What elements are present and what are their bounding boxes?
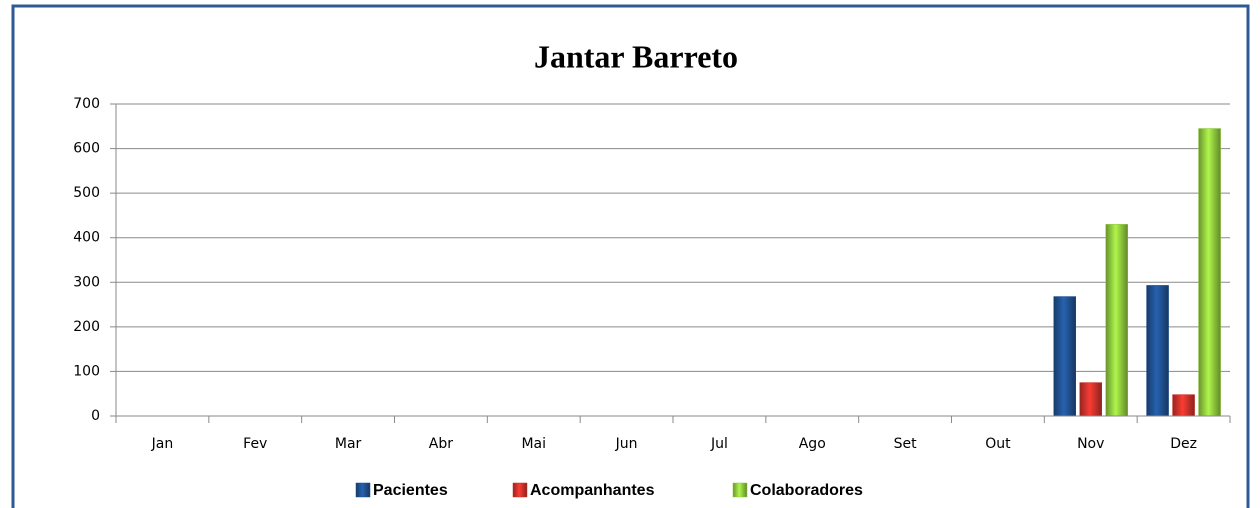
x-tick-label: Jul — [710, 436, 728, 452]
y-tick-label: 200 — [73, 319, 100, 335]
chart-frame — [11, 4, 1250, 508]
x-tick-label: Jan — [151, 436, 174, 452]
bar — [1198, 128, 1221, 417]
chart-title: Jantar Barreto — [534, 38, 738, 74]
bar — [1172, 394, 1195, 417]
legend-swatch — [512, 482, 528, 498]
x-tick-label: Jun — [615, 436, 638, 452]
x-tick-label: Fev — [243, 436, 267, 452]
x-tick-label: Dez — [1170, 436, 1197, 452]
legend-label: Pacientes — [373, 482, 448, 499]
y-tick-label: 500 — [73, 185, 100, 201]
legend-swatch — [355, 482, 371, 498]
legend-label: Acompanhantes — [530, 482, 655, 499]
x-tick-label: Abr — [429, 436, 453, 452]
x-tick-label: Nov — [1077, 436, 1104, 452]
y-tick-label: 0 — [91, 408, 100, 424]
y-tick-label: 600 — [73, 141, 100, 157]
x-tick-label: Mai — [521, 436, 546, 452]
bar — [1105, 224, 1128, 417]
bar — [1146, 285, 1169, 417]
bar — [1053, 296, 1076, 417]
x-tick-label: Mar — [335, 436, 362, 452]
y-tick-label: 700 — [73, 96, 100, 112]
legend-label: Colaboradores — [750, 482, 863, 499]
x-tick-label: Set — [894, 436, 918, 452]
legend-swatch — [732, 482, 748, 498]
bar — [1079, 382, 1102, 417]
y-tick-label: 300 — [73, 274, 100, 290]
x-tick-label: Out — [985, 436, 1011, 452]
x-tick-label: Ago — [799, 436, 826, 452]
y-tick-label: 400 — [73, 230, 100, 246]
y-tick-label: 100 — [73, 363, 100, 379]
